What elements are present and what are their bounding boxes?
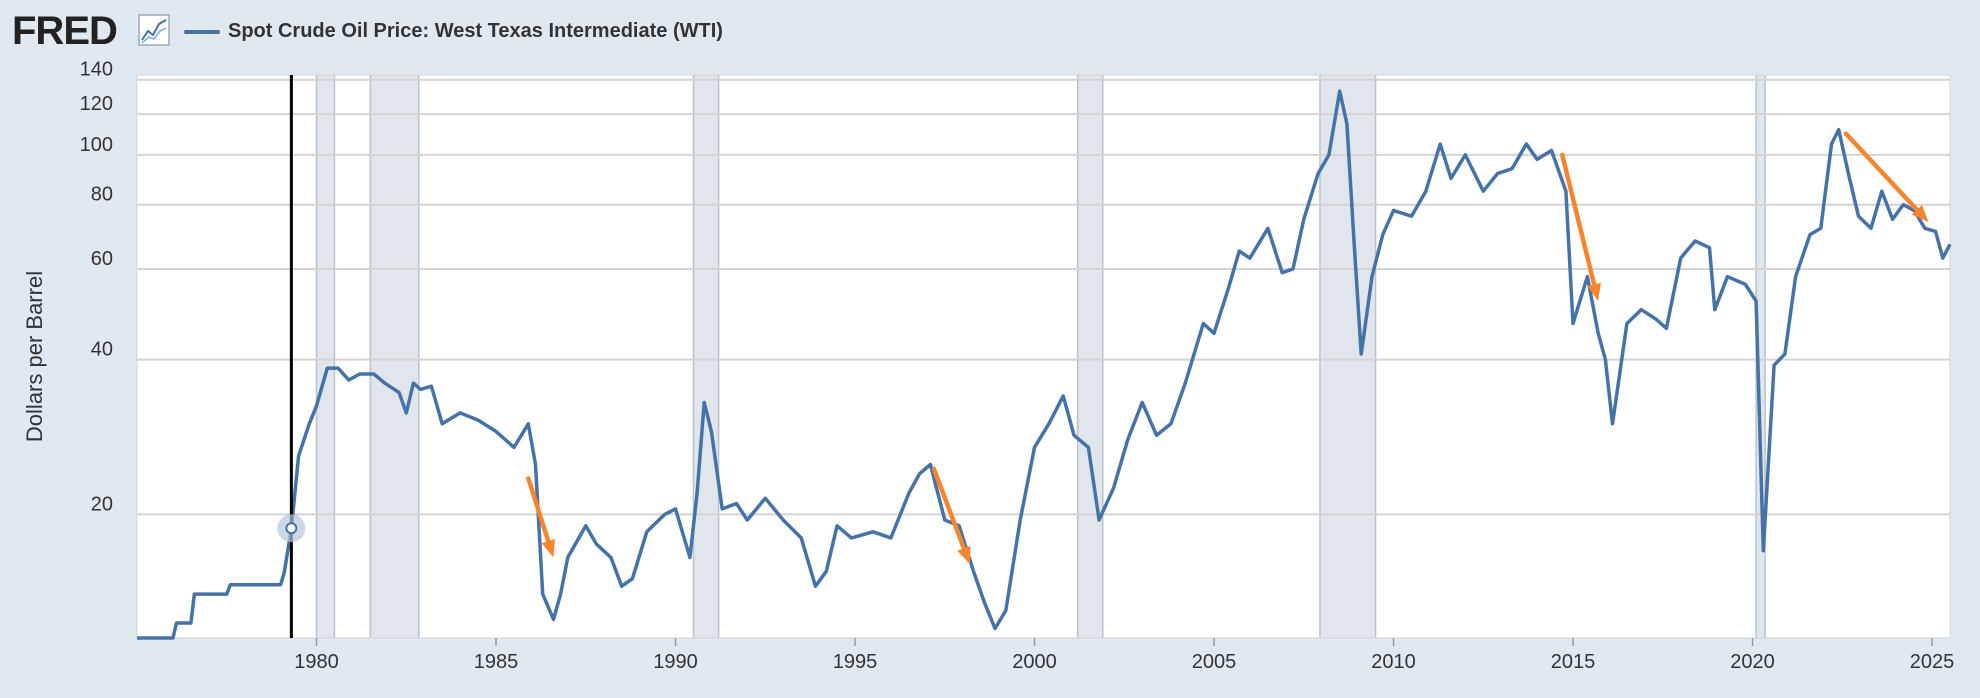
fred-logo[interactable]: FRED xyxy=(12,9,118,53)
x-tick-label: 2020 xyxy=(1730,651,1775,673)
recession-band xyxy=(316,75,335,638)
annotation-arrowhead xyxy=(1911,204,1929,223)
annotation-arrowhead xyxy=(957,545,971,565)
x-tick-label: 2005 xyxy=(1192,651,1237,673)
x-tick-label: 2000 xyxy=(1012,651,1057,673)
recession-band xyxy=(1077,75,1103,638)
line-chart-icon xyxy=(138,14,170,46)
legend-label: Spot Crude Oil Price: West Texas Interme… xyxy=(228,20,723,42)
plot-border xyxy=(136,74,1951,639)
x-tick-label: 2010 xyxy=(1371,651,1416,673)
y-tick-label: 100 xyxy=(80,134,113,156)
annotation-arrow xyxy=(931,466,967,551)
x-tick-label: 1995 xyxy=(833,651,878,673)
x-tick-label: 1990 xyxy=(653,651,698,673)
x-tick-label: 2025 xyxy=(1910,651,1955,673)
annotation-arrow xyxy=(526,476,551,544)
x-tick-label: 1980 xyxy=(294,651,339,673)
annotation-arrow xyxy=(1560,152,1597,287)
series-layer xyxy=(137,89,1952,640)
y-tick-label: 60 xyxy=(91,248,113,270)
recession-band xyxy=(1756,75,1766,638)
annotation-arrow xyxy=(1843,131,1920,212)
x-tick-label: 2015 xyxy=(1551,651,1596,673)
annotation-arrowhead xyxy=(1587,282,1601,301)
x-tick-label: 1985 xyxy=(474,651,519,673)
y-axis-label: Dollars per Barrel xyxy=(22,271,47,442)
plot-area xyxy=(137,75,1950,638)
y-tick-label: 140 xyxy=(80,59,113,81)
y-tick-label: 80 xyxy=(91,184,113,206)
cursor-marker xyxy=(285,522,298,535)
y-axis-ticks: 20 40 60 80 100 120 140 xyxy=(80,59,113,516)
y-tick-label: 20 xyxy=(91,493,113,515)
chart-header: FRED Spot Crude Oil Price: West Texas In… xyxy=(0,0,1980,60)
legend-swatch xyxy=(184,30,220,34)
annotation-layer xyxy=(526,131,1929,565)
y-tick-label: 120 xyxy=(80,93,113,115)
grid xyxy=(136,74,1951,639)
recession-band xyxy=(1319,75,1376,638)
series-line xyxy=(137,89,1952,640)
x-axis-ticks: 1980 1985 1990 1995 2000 2005 2010 2015 2020 2025 xyxy=(294,638,1954,673)
annotation-arrowhead xyxy=(541,539,555,558)
recession-band xyxy=(693,75,719,638)
y-tick-label: 40 xyxy=(91,339,113,361)
recession-band xyxy=(370,75,419,638)
cursor xyxy=(277,75,306,638)
